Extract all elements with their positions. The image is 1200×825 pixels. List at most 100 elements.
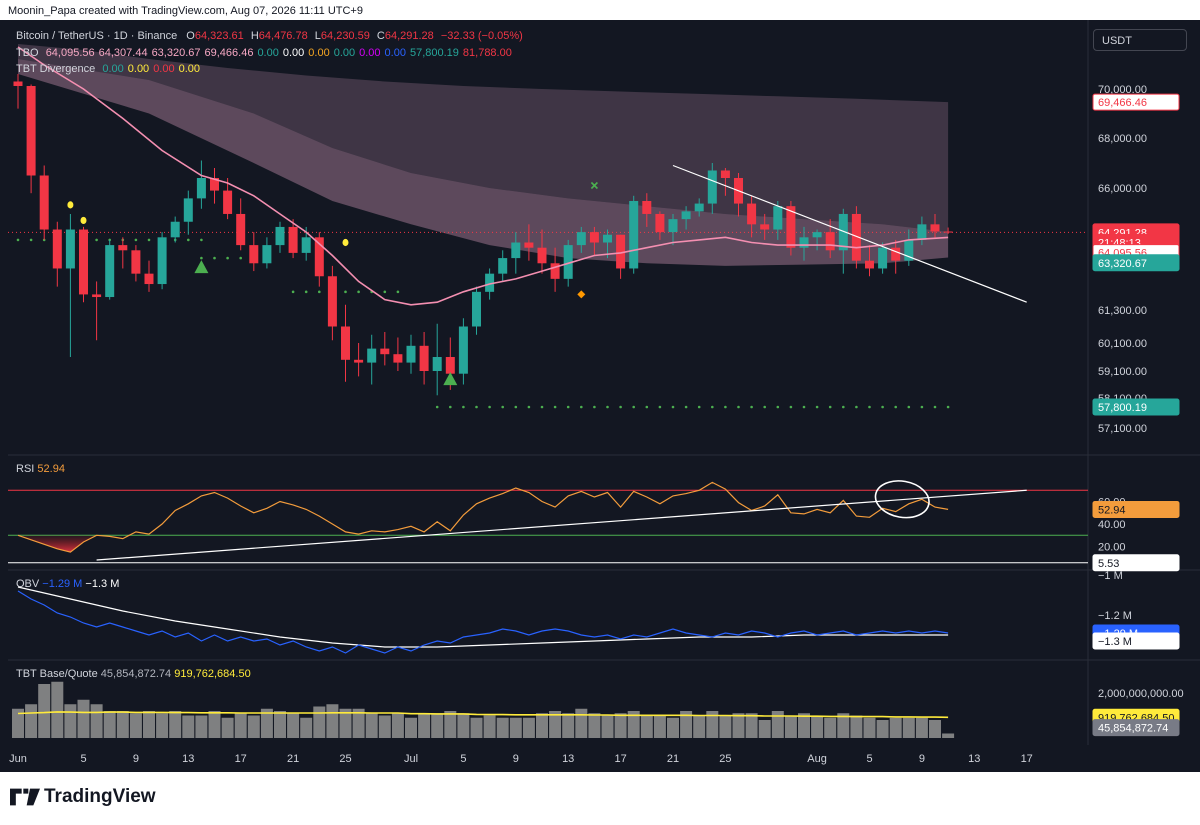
obv-legend[interactable]: OBV −1.29 M −1.3 M bbox=[16, 578, 119, 590]
volume-bar bbox=[51, 681, 64, 738]
volume-bar bbox=[156, 713, 169, 738]
trendline bbox=[672, 164, 1027, 303]
obv-pane bbox=[17, 586, 949, 654]
volume-value-label-box bbox=[1092, 719, 1180, 737]
obv-value-label: −1.3 M bbox=[1098, 636, 1132, 648]
legend-value: 63,320.67 bbox=[151, 47, 201, 59]
time-tick-label: 25 bbox=[339, 753, 351, 765]
legend-value: 0.00 bbox=[127, 63, 150, 75]
rsi-legend[interactable]: RSI 52.94 bbox=[16, 463, 65, 475]
candle-body bbox=[39, 175, 49, 230]
time-tick-label: Aug bbox=[807, 753, 827, 765]
volume-bar bbox=[195, 715, 208, 738]
support-dot bbox=[724, 405, 727, 409]
volume-bar bbox=[942, 733, 955, 738]
price-tick-label: 70,000.00 bbox=[1098, 84, 1147, 96]
low-label: L bbox=[314, 30, 321, 42]
volume-bar bbox=[418, 713, 431, 738]
time-tick-label: Jul bbox=[404, 753, 418, 765]
volume-bar bbox=[627, 711, 640, 738]
volume-bar bbox=[562, 713, 575, 738]
orange-diamond-icon bbox=[577, 290, 586, 299]
volume-bar bbox=[391, 713, 404, 738]
candle-body bbox=[851, 213, 861, 261]
support-dot bbox=[134, 238, 138, 242]
candle-body bbox=[445, 357, 455, 374]
candle-body bbox=[183, 198, 193, 222]
cloud-lower-band bbox=[18, 59, 949, 266]
support-dot bbox=[645, 405, 649, 409]
volume-bar bbox=[929, 720, 941, 738]
candle-body bbox=[786, 206, 796, 248]
support-dot bbox=[946, 405, 950, 409]
candle-body bbox=[838, 213, 848, 251]
volume-bar bbox=[667, 717, 679, 738]
candle-body bbox=[52, 229, 62, 269]
currency-button[interactable]: USDT bbox=[1093, 29, 1187, 51]
volume-bar bbox=[575, 708, 588, 738]
support-dot bbox=[95, 238, 98, 242]
candle-body bbox=[118, 245, 128, 251]
candle-body bbox=[642, 200, 652, 214]
volume-bar bbox=[850, 715, 863, 738]
volume-bar bbox=[169, 711, 182, 738]
volume-bar bbox=[38, 684, 51, 738]
time-tick-label: 17 bbox=[614, 753, 626, 765]
support-dot bbox=[318, 290, 321, 294]
volume-bar bbox=[77, 699, 90, 738]
time-tick-label: 9 bbox=[513, 753, 519, 765]
divergence-legend[interactable]: TBT Divergence 0.00 0.00 0.00 0.00 bbox=[16, 63, 208, 75]
volume-bar bbox=[457, 713, 470, 738]
volume-bar bbox=[824, 717, 837, 738]
candle-body bbox=[406, 345, 416, 363]
volume-bar bbox=[405, 717, 417, 738]
volume-bar bbox=[274, 711, 286, 738]
candle-body bbox=[432, 357, 442, 371]
candle-body bbox=[380, 348, 390, 355]
obv-line bbox=[17, 590, 949, 654]
ema-line bbox=[17, 46, 949, 306]
support-dot bbox=[357, 290, 360, 294]
volume-bar bbox=[915, 717, 928, 738]
obv-value: −1.29 M bbox=[42, 578, 83, 590]
volume-bar bbox=[680, 711, 693, 738]
divergence-values: 0.00 0.00 0.00 0.00 bbox=[102, 63, 204, 75]
support-dot bbox=[29, 238, 33, 242]
volume-bar bbox=[260, 708, 273, 738]
legend-value: 0.00 bbox=[178, 63, 201, 75]
candle-body bbox=[485, 273, 495, 292]
rsi-value: 52.94 bbox=[37, 463, 65, 475]
support-dot bbox=[396, 290, 400, 294]
support-dot bbox=[580, 405, 583, 409]
volume-bar bbox=[902, 717, 915, 738]
candle-body bbox=[393, 354, 403, 363]
volume-bar bbox=[25, 704, 38, 738]
volume-bar bbox=[522, 717, 535, 738]
tradingview-logo[interactable]: TradingView bbox=[10, 786, 156, 808]
low-value: 64,230.59 bbox=[320, 30, 370, 42]
support-dot bbox=[881, 405, 884, 409]
time-tick-label: 17 bbox=[235, 753, 247, 765]
symbol-legend[interactable]: Bitcoin / TetherUS · 1D · Binance O64,32… bbox=[16, 30, 527, 42]
volume-bar bbox=[470, 717, 483, 738]
volume-title: TBT Base/Quote bbox=[16, 668, 98, 680]
candle-body bbox=[589, 232, 599, 243]
volume-bar bbox=[64, 704, 77, 738]
volume-bar bbox=[234, 713, 247, 738]
volume-legend[interactable]: TBT Base/Quote 45,854,872.74 919,762,684… bbox=[16, 668, 251, 680]
legend-value: 64,095.56 bbox=[45, 47, 95, 59]
rsi-tick-label: 20.00 bbox=[1098, 542, 1126, 554]
tbo-legend[interactable]: TBO 64,095.56 64,307.44 63,320.67 69,466.46… bbox=[16, 47, 520, 59]
price-tick-label: 66,000.00 bbox=[1098, 183, 1147, 195]
support-dot bbox=[527, 405, 531, 409]
yellow-signal-dot bbox=[80, 216, 87, 225]
candle-body bbox=[576, 232, 586, 246]
candle-body bbox=[262, 245, 272, 264]
candle-body bbox=[472, 291, 481, 327]
time-tick-label: 5 bbox=[80, 753, 86, 765]
volume-bar bbox=[693, 715, 706, 738]
green-x-icon bbox=[590, 181, 598, 190]
support-dot bbox=[344, 290, 347, 294]
price-tick-label: 60,100.00 bbox=[1098, 338, 1147, 350]
